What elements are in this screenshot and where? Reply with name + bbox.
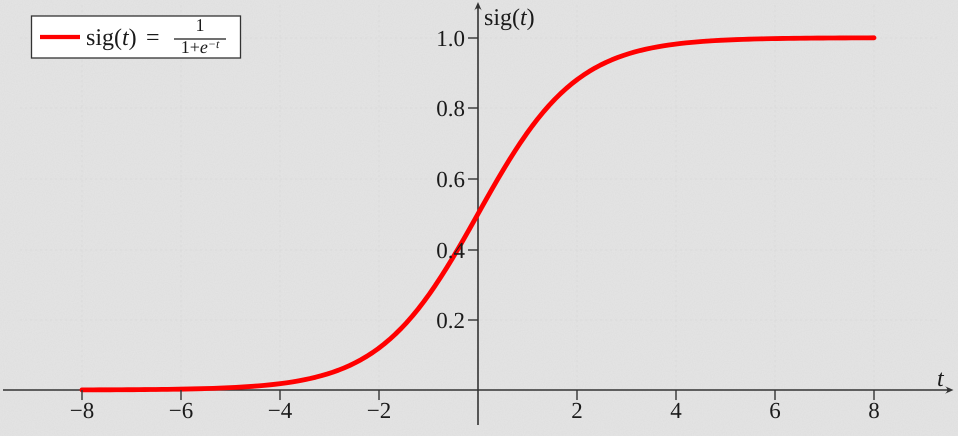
svg-text:0.2: 0.2 [436, 308, 465, 333]
svg-text:1.0: 1.0 [436, 26, 465, 51]
svg-text:2: 2 [571, 398, 583, 423]
svg-text:−6: −6 [169, 398, 193, 423]
svg-text:−4: −4 [268, 398, 293, 423]
svg-text:4: 4 [670, 398, 682, 423]
svg-text:−2: −2 [367, 398, 391, 423]
svg-text:−8: −8 [70, 398, 94, 423]
svg-text:sig(t): sig(t) [484, 5, 535, 31]
svg-text:0.8: 0.8 [436, 96, 465, 121]
svg-text:sig(t): sig(t) [86, 25, 137, 51]
svg-text:0.6: 0.6 [436, 167, 465, 192]
svg-text:6: 6 [769, 398, 781, 423]
svg-text:0.4: 0.4 [436, 238, 465, 263]
svg-text:1: 1 [196, 15, 205, 35]
svg-text:8: 8 [868, 398, 880, 423]
svg-text:=: = [146, 25, 160, 51]
